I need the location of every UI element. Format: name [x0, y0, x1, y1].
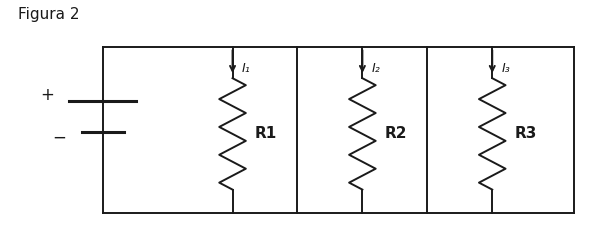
- Text: I₃: I₃: [501, 62, 510, 75]
- Text: Figura 2: Figura 2: [18, 7, 80, 22]
- Text: −: −: [53, 128, 66, 146]
- Text: +: +: [40, 86, 54, 104]
- Text: I₂: I₂: [371, 62, 380, 75]
- Text: I₁: I₁: [242, 62, 250, 75]
- Text: R3: R3: [515, 126, 537, 141]
- Text: R1: R1: [255, 126, 277, 141]
- Text: R2: R2: [385, 126, 407, 141]
